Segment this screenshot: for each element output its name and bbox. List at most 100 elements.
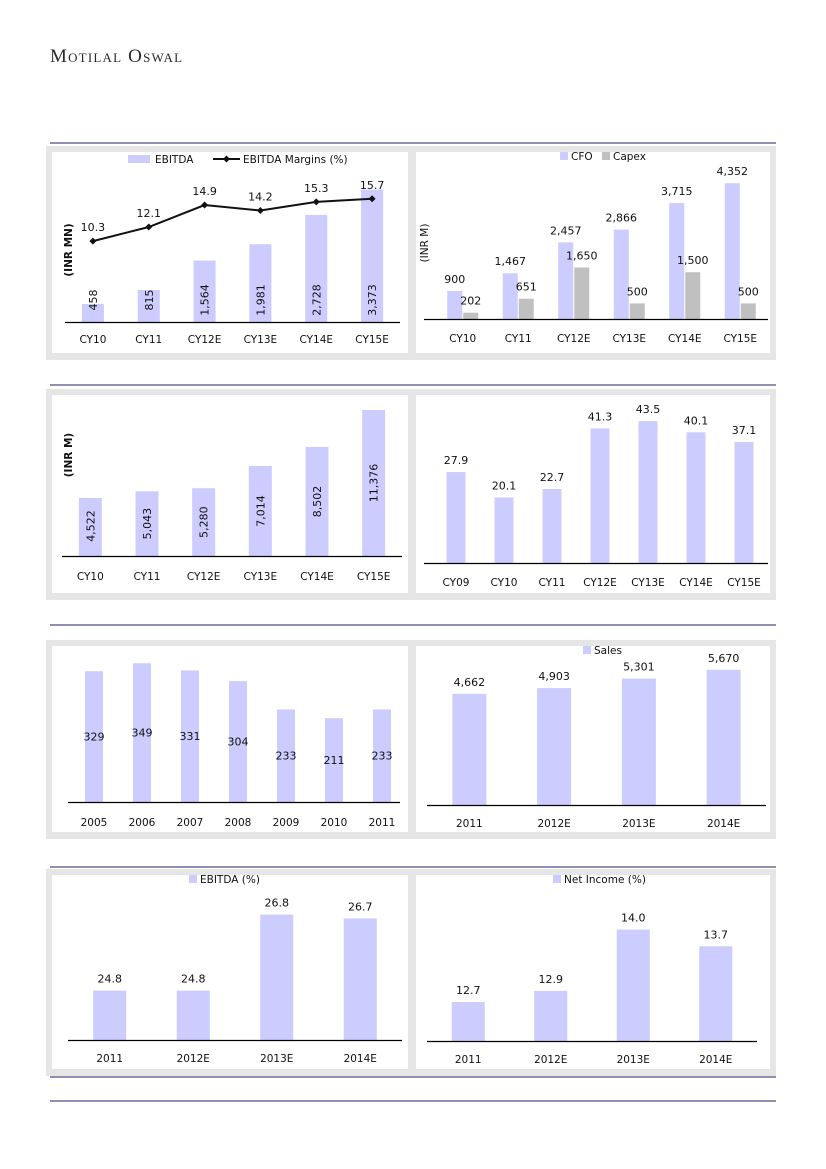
data-label: 2,457 xyxy=(550,224,582,237)
x-tick-label: 2012E xyxy=(534,1054,567,1066)
x-tick-label: CY13E xyxy=(631,577,665,589)
legend-swatch-icon xyxy=(189,875,197,883)
x-tick-label: CY13E xyxy=(244,334,278,346)
x-tick-label: CY14E xyxy=(300,571,334,583)
data-label: 13.7 xyxy=(704,928,729,941)
x-tick-label: CY10 xyxy=(491,577,518,589)
x-tick-label: CY10 xyxy=(79,334,106,346)
bar-capex xyxy=(518,298,534,319)
x-tick-label: 2011 xyxy=(456,818,483,830)
data-label: 41.3 xyxy=(588,410,613,423)
x-tick-label: 2013E xyxy=(617,1054,650,1066)
bar-value xyxy=(78,497,102,556)
bar-ebitda xyxy=(249,244,272,322)
data-label: 815 xyxy=(143,290,156,311)
bar-net-income- xyxy=(451,1002,485,1041)
line-data-label: 15.3 xyxy=(304,182,329,195)
line-data-label: 14.9 xyxy=(192,185,217,198)
x-tick-label: CY11 xyxy=(135,334,162,346)
x-tick-label: 2014E xyxy=(707,818,740,830)
legend-label: EBITDA Margins (%) xyxy=(243,154,348,166)
bar-net-income- xyxy=(534,990,568,1041)
x-tick-label: CY13E xyxy=(612,333,646,345)
bar-value xyxy=(277,709,295,802)
data-label: 304 xyxy=(228,736,249,749)
bar-value xyxy=(638,421,658,563)
data-label: 1,500 xyxy=(677,254,709,267)
bar-ebitda xyxy=(193,260,216,322)
legend-swatch-icon xyxy=(560,152,568,160)
x-tick-label: CY15E xyxy=(723,333,757,345)
data-label: 12.9 xyxy=(539,973,564,986)
bar-capex xyxy=(685,272,701,319)
x-tick-label: 2005 xyxy=(81,817,108,829)
data-label: 4,352 xyxy=(717,165,749,178)
bar-value xyxy=(305,446,329,556)
x-tick-label: 2006 xyxy=(129,817,156,829)
bar-capex xyxy=(463,312,479,319)
x-tick-label: CY09 xyxy=(443,577,470,589)
legend-swatch-icon xyxy=(553,875,561,883)
legend-label: EBITDA xyxy=(155,154,194,166)
bar-cfo xyxy=(502,273,518,319)
x-tick-label: CY15E xyxy=(727,577,761,589)
bar-sales xyxy=(706,669,741,805)
data-label: 3,715 xyxy=(661,185,693,198)
data-label: 11,376 xyxy=(368,464,381,503)
brand-logo: Motilal Oswal xyxy=(50,46,184,67)
line-marker xyxy=(256,207,264,215)
data-label: 1,650 xyxy=(566,250,598,263)
bar-value xyxy=(590,428,610,563)
legend-swatch-icon xyxy=(602,152,610,160)
bar-cfo xyxy=(558,242,574,319)
x-tick-label: CY10 xyxy=(77,571,104,583)
x-tick-label: CY12E xyxy=(583,577,617,589)
bar-cfo xyxy=(724,183,740,319)
x-tick-label: 2013E xyxy=(622,818,655,830)
data-label: 5,301 xyxy=(623,661,655,674)
y-axis-label: (INR M) xyxy=(63,433,75,477)
x-tick-label: CY14E xyxy=(299,334,333,346)
data-label: 12.7 xyxy=(456,984,481,997)
data-label: 233 xyxy=(276,750,297,763)
bar-value xyxy=(229,681,247,802)
bar-sales xyxy=(452,693,487,805)
bar-value xyxy=(373,709,391,802)
bar-net-income- xyxy=(616,929,650,1041)
x-tick-label: CY14E xyxy=(668,333,702,345)
bar-ebitda xyxy=(305,214,328,322)
bar-ebitda xyxy=(361,189,384,322)
bar-ebitda- xyxy=(260,914,294,1040)
x-tick-label: 2013E xyxy=(260,1053,293,1065)
bar-sales xyxy=(537,688,572,805)
data-label: 20.1 xyxy=(492,479,517,492)
bar-value xyxy=(248,465,272,556)
data-label: 202 xyxy=(460,295,481,308)
data-label: 1,467 xyxy=(495,255,527,268)
bar-ebitda xyxy=(137,290,160,322)
x-tick-label: CY10 xyxy=(449,333,476,345)
bar-capex xyxy=(629,303,645,319)
data-label: 40.1 xyxy=(684,414,709,427)
data-label: 26.8 xyxy=(265,897,290,910)
x-tick-label: CY15E xyxy=(355,334,389,346)
bar-value xyxy=(192,488,216,556)
legend-label: Sales xyxy=(594,645,622,657)
bar-sales xyxy=(621,678,656,805)
data-label: 7,014 xyxy=(254,495,267,527)
bar-value xyxy=(133,663,151,802)
data-label: 500 xyxy=(627,285,648,298)
bar-cfo xyxy=(613,229,629,319)
bar-ebitda- xyxy=(93,990,127,1040)
bar-cfo xyxy=(669,203,685,319)
bar-value xyxy=(542,488,562,563)
line-marker xyxy=(368,195,376,203)
x-tick-label: 2014E xyxy=(344,1053,377,1065)
data-label: 3,373 xyxy=(366,284,379,316)
line-data-label: 15.7 xyxy=(360,179,385,192)
line-marker xyxy=(145,223,153,231)
line-ebitda-margins xyxy=(92,197,373,243)
legend-swatch-icon xyxy=(128,155,150,163)
line-marker xyxy=(89,237,97,245)
bar-capex xyxy=(740,303,756,319)
